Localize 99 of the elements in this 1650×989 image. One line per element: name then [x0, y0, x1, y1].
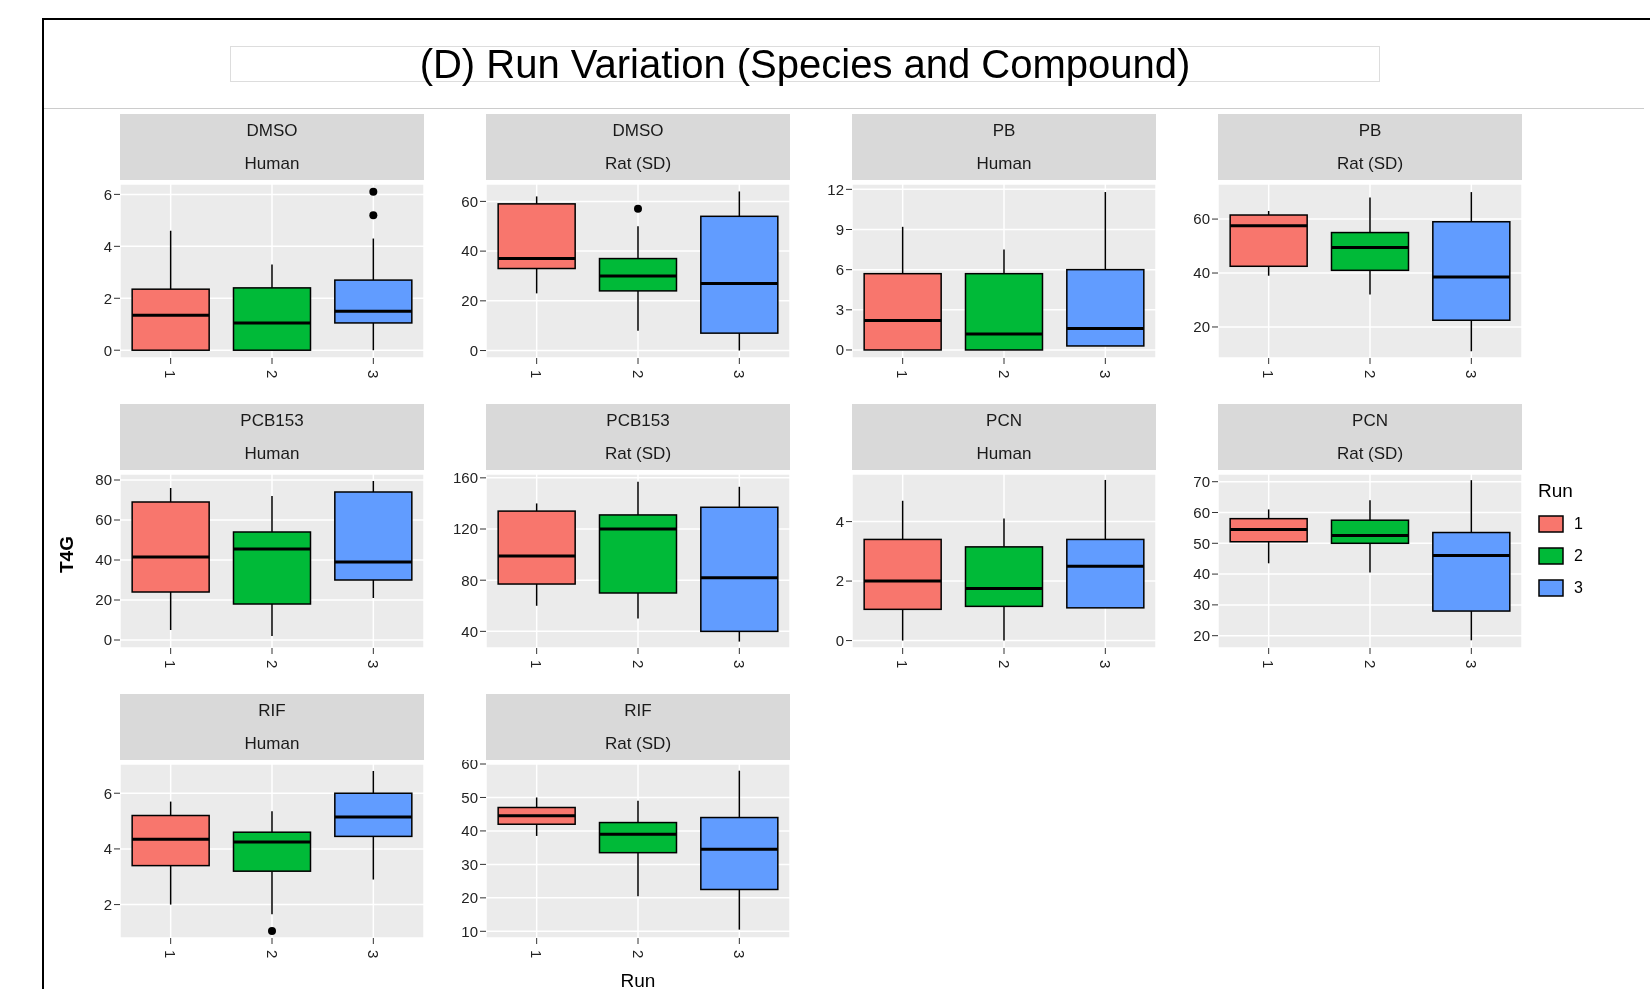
y-tick-label: 2 — [835, 572, 844, 590]
y-tick-label: 30 — [1193, 596, 1210, 614]
x-tick-label: 3 — [1097, 370, 1115, 379]
y-tick-label: 60 — [1193, 210, 1210, 228]
chart-subtitle: Human — [243, 153, 301, 174]
x-tick-label: 2 — [1361, 660, 1379, 669]
x-tick-label: 3 — [1463, 370, 1481, 379]
y-tick-label: 20 — [461, 292, 478, 310]
x-tick-label: 1 — [894, 370, 912, 379]
y-tick-label: 10 — [461, 922, 478, 940]
y-tick-label: 6 — [103, 784, 112, 802]
x-tick-label: 2 — [629, 950, 647, 959]
y-tick-label: 40 — [461, 622, 478, 640]
x-tick-label: 1 — [894, 660, 912, 669]
chart-title: PCB153 — [605, 410, 671, 431]
x-tick-label: 2 — [263, 950, 281, 959]
chart-title: PCN — [1351, 410, 1389, 431]
chart-subtitle: Rat (SD) — [603, 443, 673, 464]
legend-label: 2 — [1574, 547, 1583, 565]
chart-title: RIF — [623, 700, 653, 721]
y-tick-label: 40 — [95, 551, 112, 569]
y-tick-label: 4 — [103, 840, 112, 858]
x-tick-label: 3 — [365, 370, 383, 379]
x-tick-label: 1 — [528, 370, 546, 379]
y-tick-label: 0 — [103, 631, 112, 649]
y-tick-label: 60 — [461, 192, 478, 210]
x-tick-label: 3 — [365, 660, 383, 669]
y-tick-label: 9 — [835, 220, 844, 238]
y-tick-label: 20 — [95, 591, 112, 609]
x-tick-label: 1 — [528, 950, 546, 959]
y-tick-label: 0 — [835, 341, 844, 359]
chart-subtitle: Rat (SD) — [1335, 153, 1405, 174]
chart-subtitle: Rat (SD) — [1335, 443, 1405, 464]
text: (D) Run Variation (Species and Compound) — [418, 42, 1192, 86]
x-tick-label: 1 — [162, 370, 180, 379]
chart-title: PCB153 — [239, 410, 305, 431]
chart-subtitle: Human — [243, 443, 301, 464]
legend-label: 1 — [1574, 515, 1583, 533]
y-tick-label: 40 — [1193, 565, 1210, 583]
x-tick-label: 2 — [263, 660, 281, 669]
x-tick-label: 3 — [731, 370, 749, 379]
x-axis-title: Run — [619, 970, 657, 989]
legend-label: 3 — [1574, 579, 1583, 597]
x-tick-label: 2 — [995, 660, 1013, 669]
y-tick-label: 20 — [1193, 318, 1210, 336]
y-tick-label: 4 — [103, 237, 112, 255]
chart-subtitle: Rat (SD) — [603, 733, 673, 754]
y-tick-label: 6 — [835, 260, 844, 278]
chart-subtitle: Human — [975, 153, 1033, 174]
x-tick-label: 1 — [528, 660, 546, 669]
y-tick-label: 60 — [1193, 503, 1210, 521]
y-tick-label: 0 — [835, 631, 844, 649]
y-tick-label: 40 — [461, 242, 478, 260]
legend-title: Run — [1538, 480, 1574, 502]
y-tick-label: 6 — [103, 185, 112, 203]
y-tick-label: 4 — [835, 512, 844, 530]
y-tick-label: 40 — [1193, 264, 1210, 282]
chart-title: PB — [1357, 120, 1383, 141]
y-tick-label: 80 — [461, 571, 478, 589]
chart-subtitle: Human — [975, 443, 1033, 464]
y-tick-label: 30 — [461, 855, 478, 873]
chart-title: DMSO — [245, 120, 299, 141]
y-tick-label: 20 — [1193, 627, 1210, 645]
chart-subtitle: Human — [243, 733, 301, 754]
y-tick-label: 2 — [103, 289, 112, 307]
x-tick-label: 3 — [731, 660, 749, 669]
x-tick-label: 1 — [1260, 370, 1278, 379]
y-tick-label: 0 — [103, 341, 112, 359]
y-tick-label: 20 — [461, 889, 478, 907]
x-tick-label: 3 — [731, 950, 749, 959]
y-tick-label: 0 — [469, 341, 478, 359]
x-tick-label: 2 — [1361, 370, 1379, 379]
chart-title: DMSO — [611, 120, 665, 141]
y-tick-label: 40 — [461, 822, 478, 840]
x-tick-label: 2 — [629, 660, 647, 669]
chart-title: PCN — [985, 410, 1023, 431]
x-tick-label: 3 — [1463, 660, 1481, 669]
y-tick-label: 70 — [1193, 473, 1210, 491]
x-tick-label: 3 — [365, 950, 383, 959]
chart-subtitle: Rat (SD) — [603, 153, 673, 174]
chart-title: RIF — [257, 700, 287, 721]
x-tick-label: 2 — [629, 370, 647, 379]
chart-title: PB — [991, 120, 1017, 141]
x-tick-label: 2 — [995, 370, 1013, 379]
y-tick-label: 80 — [95, 471, 112, 489]
y-tick-label: 160 — [452, 469, 478, 487]
y-axis-title: T4G — [56, 536, 78, 573]
y-tick-label: 60 — [95, 511, 112, 529]
y-tick-label: 2 — [103, 895, 112, 913]
y-tick-label: 120 — [452, 520, 478, 538]
y-tick-label: 12 — [827, 180, 844, 198]
x-tick-label: 1 — [1260, 660, 1278, 669]
x-tick-label: 3 — [1097, 660, 1115, 669]
x-tick-label: 1 — [162, 660, 180, 669]
x-tick-label: 2 — [263, 370, 281, 379]
y-tick-label: 3 — [835, 301, 844, 319]
y-tick-label: 50 — [1193, 534, 1210, 552]
y-tick-label: 50 — [461, 788, 478, 806]
x-tick-label: 1 — [162, 950, 180, 959]
